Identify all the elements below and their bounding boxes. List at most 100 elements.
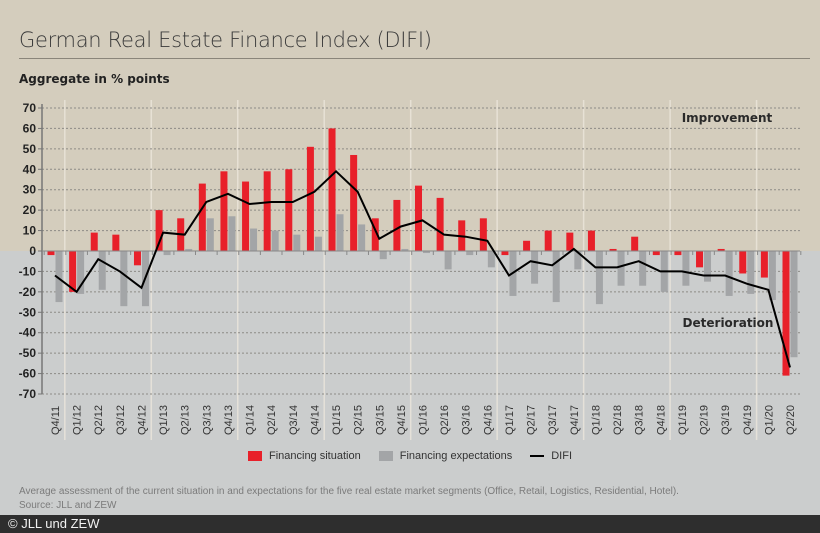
bar-financing-expectations (704, 251, 712, 282)
y-tick-label: 10 (23, 224, 37, 238)
bar-financing-expectations (271, 230, 279, 251)
x-tick-label: Q3/14 (288, 405, 300, 435)
x-tick-label: Q3/15 (374, 405, 386, 435)
x-tick-label: Q3/19 (720, 405, 732, 435)
bar-financing-situation (631, 236, 639, 251)
bar-financing-expectations (725, 251, 733, 296)
title-divider (19, 58, 810, 59)
bar-financing-expectations (444, 251, 452, 270)
bar-financing-expectations (98, 251, 106, 290)
bar-financing-expectations (552, 251, 560, 303)
bar-financing-situation (242, 181, 250, 251)
bar-financing-situation (328, 128, 336, 251)
bar-financing-expectations (639, 251, 647, 286)
bar-financing-situation (609, 248, 617, 251)
x-tick-label: Q3/18 (634, 405, 646, 435)
bar-financing-expectations (120, 251, 128, 307)
y-tick-label: 30 (23, 183, 37, 197)
legend-label-difi: DIFI (551, 450, 573, 462)
bar-financing-situation (760, 251, 768, 278)
y-tick-label: 60 (23, 121, 37, 135)
bar-financing-situation (350, 154, 358, 251)
y-tick-label: -30 (19, 305, 37, 319)
bar-financing-expectations (55, 251, 63, 303)
y-tick-label: 20 (23, 203, 37, 217)
legend-label-situation: Financing situation (268, 450, 361, 462)
bar-financing-situation (155, 210, 163, 251)
bar-financing-situation (69, 251, 77, 292)
x-tick-label: Q4/15 (396, 405, 408, 435)
bar-financing-situation (782, 251, 790, 376)
y-tick-label: 40 (23, 162, 37, 176)
y-tick-label: -50 (19, 346, 37, 360)
x-tick-label: Q4/14 (309, 405, 321, 435)
x-tick-label: Q1/18 (590, 405, 602, 435)
source-text: Source: JLL and ZEW (19, 500, 117, 511)
axis-title: Aggregate in % points (19, 72, 170, 86)
bar-financing-situation (587, 230, 595, 251)
y-tick-label: -10 (19, 264, 37, 278)
bar-financing-expectations (250, 228, 258, 251)
page-title: German Real Estate Finance Index (DIFI) (19, 28, 432, 52)
bar-financing-situation (436, 197, 444, 251)
x-tick-label: Q4/17 (569, 405, 581, 435)
legend-swatch-situation (247, 451, 262, 461)
y-tick-label: 50 (23, 142, 37, 156)
x-tick-label: Q3/13 (201, 405, 213, 435)
x-tick-label: Q3/17 (547, 405, 559, 435)
legend-swatch-difi (530, 455, 545, 457)
x-tick-label: Q2/12 (93, 405, 105, 435)
chart-note: Average assessment of the current situat… (19, 485, 679, 513)
note-text: Average assessment of the current situat… (19, 486, 679, 497)
bar-financing-situation (696, 251, 704, 268)
legend-swatch-expectations (378, 451, 393, 461)
legend-label-expectations: Financing expectations (399, 450, 513, 462)
bar-financing-situation (674, 251, 682, 256)
x-tick-label: Q1/14 (245, 405, 257, 435)
x-tick-label: Q4/18 (655, 405, 667, 435)
bar-financing-expectations (336, 214, 344, 251)
y-tick-label: 0 (29, 244, 36, 258)
x-tick-label: Q1/12 (72, 405, 84, 435)
x-tick-label: Q4/13 (223, 405, 235, 435)
bar-financing-situation (112, 234, 120, 251)
bar-financing-expectations (77, 251, 85, 294)
x-tick-label: Q3/12 (115, 405, 127, 435)
x-tick-label: Q2/14 (266, 405, 278, 435)
bar-financing-expectations (163, 251, 171, 256)
y-tick-label: -60 (19, 367, 37, 381)
bar-financing-expectations (531, 251, 539, 284)
x-tick-label: Q4/11 (50, 406, 62, 435)
x-tick-label: Q2/13 (180, 405, 192, 435)
x-tick-label: Q4/19 (742, 405, 754, 435)
x-tick-label: Q2/18 (612, 405, 624, 435)
x-tick-label: Q1/16 (418, 405, 430, 435)
bar-financing-situation (523, 240, 531, 251)
x-tick-label: Q3/16 (461, 405, 473, 435)
difi-chart: 70 60 50 40 30 20 10 0 -10 -20 -30 -40 -50 -60 -70 Q4/1… (0, 100, 820, 515)
x-tick-label: Q1/15 (331, 405, 343, 435)
bar-financing-expectations (617, 251, 625, 286)
bar-financing-situation (263, 171, 271, 251)
bar-financing-situation (371, 218, 379, 251)
bar-financing-situation (739, 251, 747, 274)
bar-financing-expectations (574, 251, 582, 270)
bar-financing-expectations (358, 224, 366, 251)
bar-financing-situation (652, 251, 660, 256)
annotation-improvement: Improvement (682, 111, 773, 125)
legend-item-expectations: Financing expectations (378, 450, 513, 462)
x-tick-label: Q4/12 (136, 405, 148, 435)
x-tick-label: Q1/20 (763, 405, 775, 435)
bar-financing-expectations (747, 251, 755, 294)
bar-financing-situation (90, 232, 98, 251)
x-tick-label: Q2/17 (526, 405, 538, 435)
x-tick-label: Q2/19 (699, 405, 711, 435)
legend: Financing situation Financing expectatio… (0, 450, 820, 462)
bar-financing-expectations (682, 251, 690, 286)
bar-financing-situation (306, 146, 314, 251)
bar-financing-situation (198, 183, 206, 251)
bar-financing-situation (133, 251, 141, 266)
bar-financing-situation (717, 248, 725, 251)
bar-financing-expectations (401, 248, 409, 251)
x-tick-label: Q1/17 (504, 405, 516, 435)
